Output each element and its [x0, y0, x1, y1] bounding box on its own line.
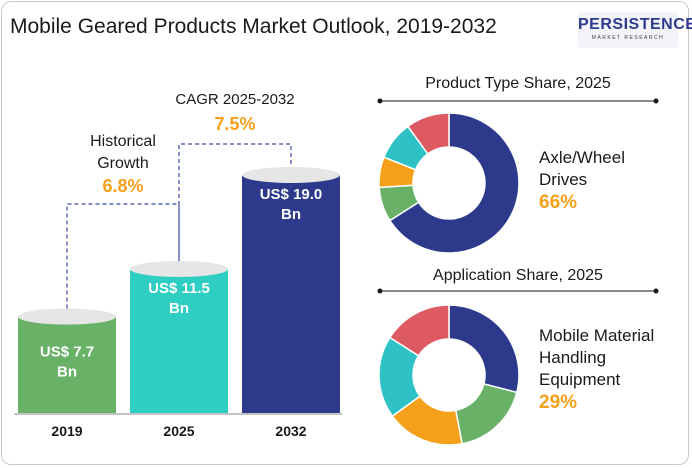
bar-value-label: US$ 19.0 [260, 186, 323, 203]
highlight-value: 66% [539, 192, 577, 213]
highlight-label: Mobile Material [539, 326, 654, 345]
bar-chart: US$ 7.7 Bn 2019 US$ 11.5 Bn 2025 US$ 19.0 Bn 203… [14, 91, 342, 439]
donut-title: Application Share, 2025 [433, 267, 603, 284]
bar-2025: US$ 11.5 Bn 2025 [130, 260, 228, 439]
bar-value-unit: Bn [281, 206, 301, 223]
growth-connector [178, 143, 292, 261]
donut-charts: Product Type Share, 2025 Axle/Wheel Drives… [377, 75, 659, 446]
growth-annotation: Historical Growth 6.8% [66, 133, 180, 309]
bar-body [242, 175, 340, 413]
donut-slice [454, 383, 518, 445]
donut-chart-2: Application Share, 2025 Mobile Material Ha… [377, 267, 659, 446]
donut-slice [388, 112, 520, 254]
donut-slice [388, 304, 450, 357]
x-tick-label: 2025 [163, 423, 194, 439]
highlight-value: 29% [539, 392, 577, 413]
x-tick-label: 2032 [275, 423, 306, 439]
bar-value-label: US$ 7.7 [40, 344, 94, 361]
growth-label: Historical [90, 133, 156, 150]
bar-body [130, 268, 228, 413]
highlight-label: Drives [539, 170, 587, 189]
chart-title: Mobile Geared Products Market Outlook, 2… [10, 15, 497, 38]
growth-annotation: CAGR 2025-2032 7.5% [175, 91, 295, 261]
bar-cap [242, 167, 340, 183]
highlight-label: Axle/Wheel [539, 148, 625, 167]
donut-slice [448, 304, 520, 394]
bar-value-unit: Bn [57, 364, 77, 381]
bar-value-unit: Bn [169, 300, 189, 317]
growth-value: 6.8% [102, 176, 143, 196]
separator-dot [377, 98, 383, 104]
donut-chart-1: Product Type Share, 2025 Axle/Wheel Drives… [377, 75, 659, 254]
bar-body [18, 316, 116, 413]
separator-dot [377, 288, 383, 294]
separator-dot [653, 98, 659, 104]
bar-value-label: US$ 11.5 [148, 280, 210, 297]
highlight-label: Handling [539, 348, 606, 367]
growth-label: CAGR 2025-2032 [175, 91, 294, 108]
growth-value: 7.5% [214, 114, 255, 134]
bar-cap [18, 308, 116, 325]
logo-name: PERSISTENCE [578, 16, 692, 33]
bar-cap [130, 260, 228, 277]
growth-label: Growth [97, 155, 149, 172]
x-tick-label: 2019 [51, 423, 82, 439]
bar-2019: US$ 7.7 Bn 2019 [18, 308, 116, 439]
donut-title: Product Type Share, 2025 [425, 75, 611, 92]
bar-2032: US$ 19.0 Bn 2032 [242, 167, 340, 439]
donut-slice [406, 112, 450, 155]
logo-subtitle: MARKET RESEARCH [591, 35, 665, 41]
persistence-logo: PERSISTENCE MARKET RESEARCH [578, 12, 692, 48]
separator-dot [653, 288, 659, 294]
highlight-label: Equipment [539, 370, 621, 389]
